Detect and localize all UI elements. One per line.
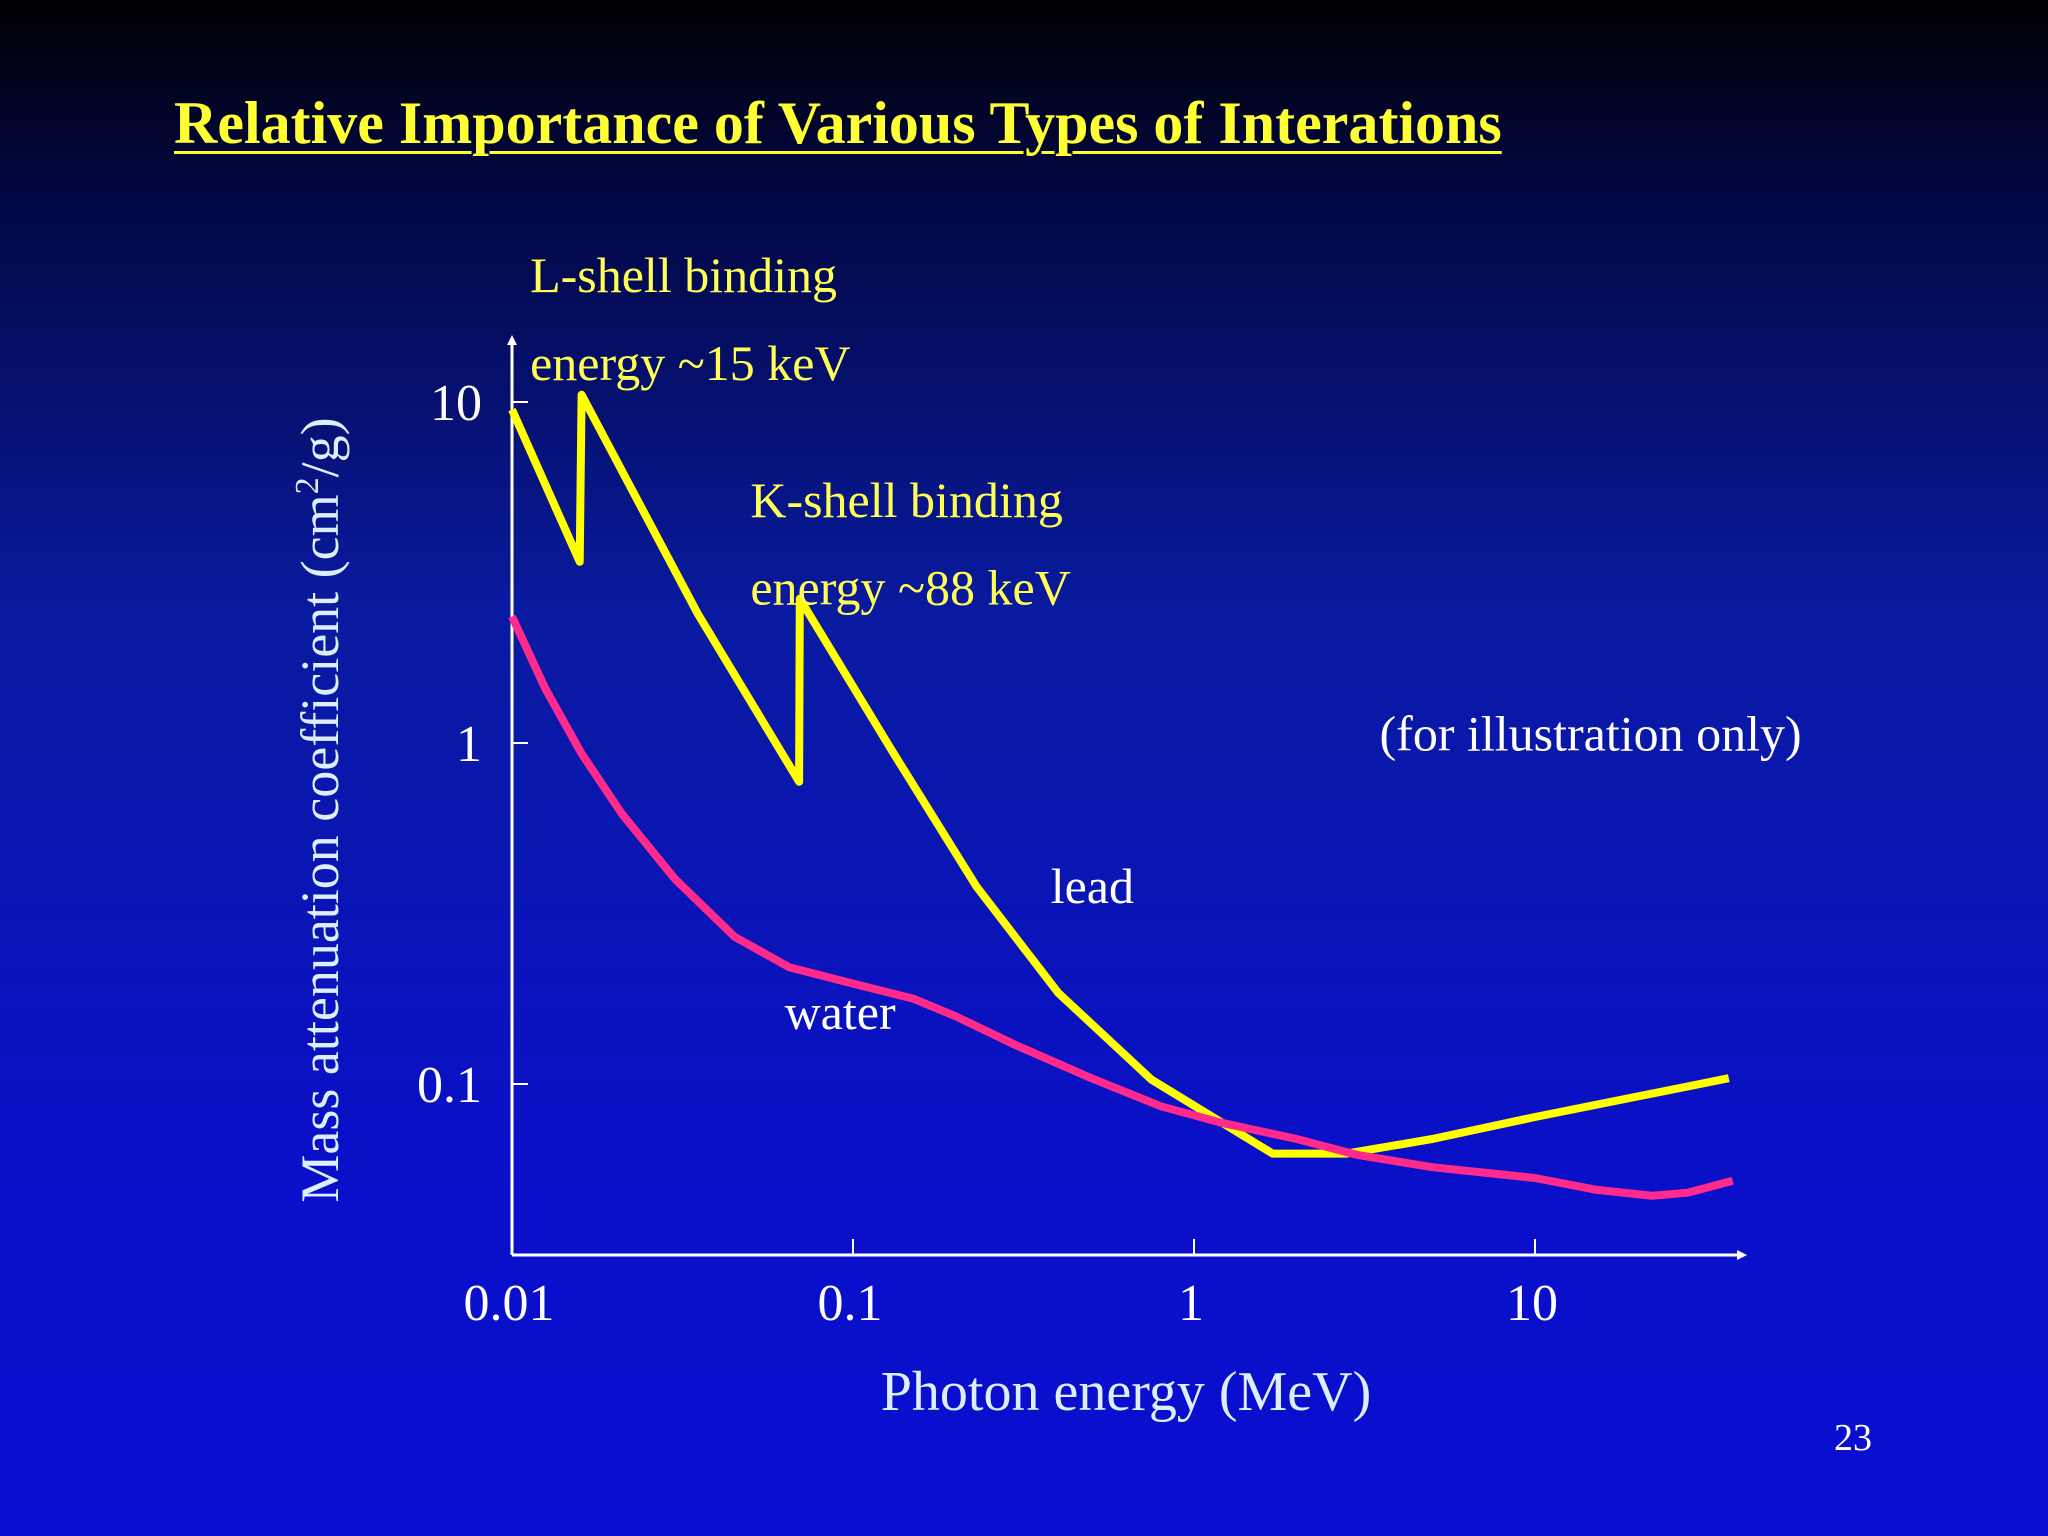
water-series-line [508,614,1734,1200]
y-tick-label: 1 [456,716,482,773]
y-axis-label-superscript: 2 [289,477,326,494]
x-tick-label: 0.1 [818,1275,883,1332]
y-axis-label: Mass attenuation coefficient (cm2/g) [289,417,350,1202]
y-axis-label-prefix: Mass attenuation coefficient (cm [290,494,350,1202]
water-label: water [785,984,896,1040]
axes [507,335,1747,1260]
x-axis-label: Photon energy (MeV) [881,1361,1371,1423]
x-tick-label: 10 [1506,1275,1558,1332]
y-tick-label: 10 [430,375,482,432]
l-shell-line1: L-shell binding [530,247,837,303]
l-shell-line2: energy ~15 keV [530,335,850,391]
slide-number: 23 [1834,1417,1872,1459]
illustration-note: (for illustration only) [1380,706,1802,762]
x-tick-label: 0.01 [464,1275,555,1332]
k-shell-line2: energy ~88 keV [750,559,1070,615]
x-tick-label: 1 [1178,1275,1204,1332]
lead-series-line [508,390,1730,1158]
k-shell-line1: K-shell binding [750,472,1062,528]
slide-title: Relative Importance of Various Types of … [174,90,1502,156]
chart-text: 0.01 0.1 1 10 0.1 1 10 Photon energy (MeV) Mass … [289,247,1802,1423]
y-axis-label-suffix: /g) [290,417,350,477]
series-lines [508,390,1734,1200]
y-tick-label: 0.1 [417,1057,482,1114]
lead-label: lead [1051,858,1134,914]
